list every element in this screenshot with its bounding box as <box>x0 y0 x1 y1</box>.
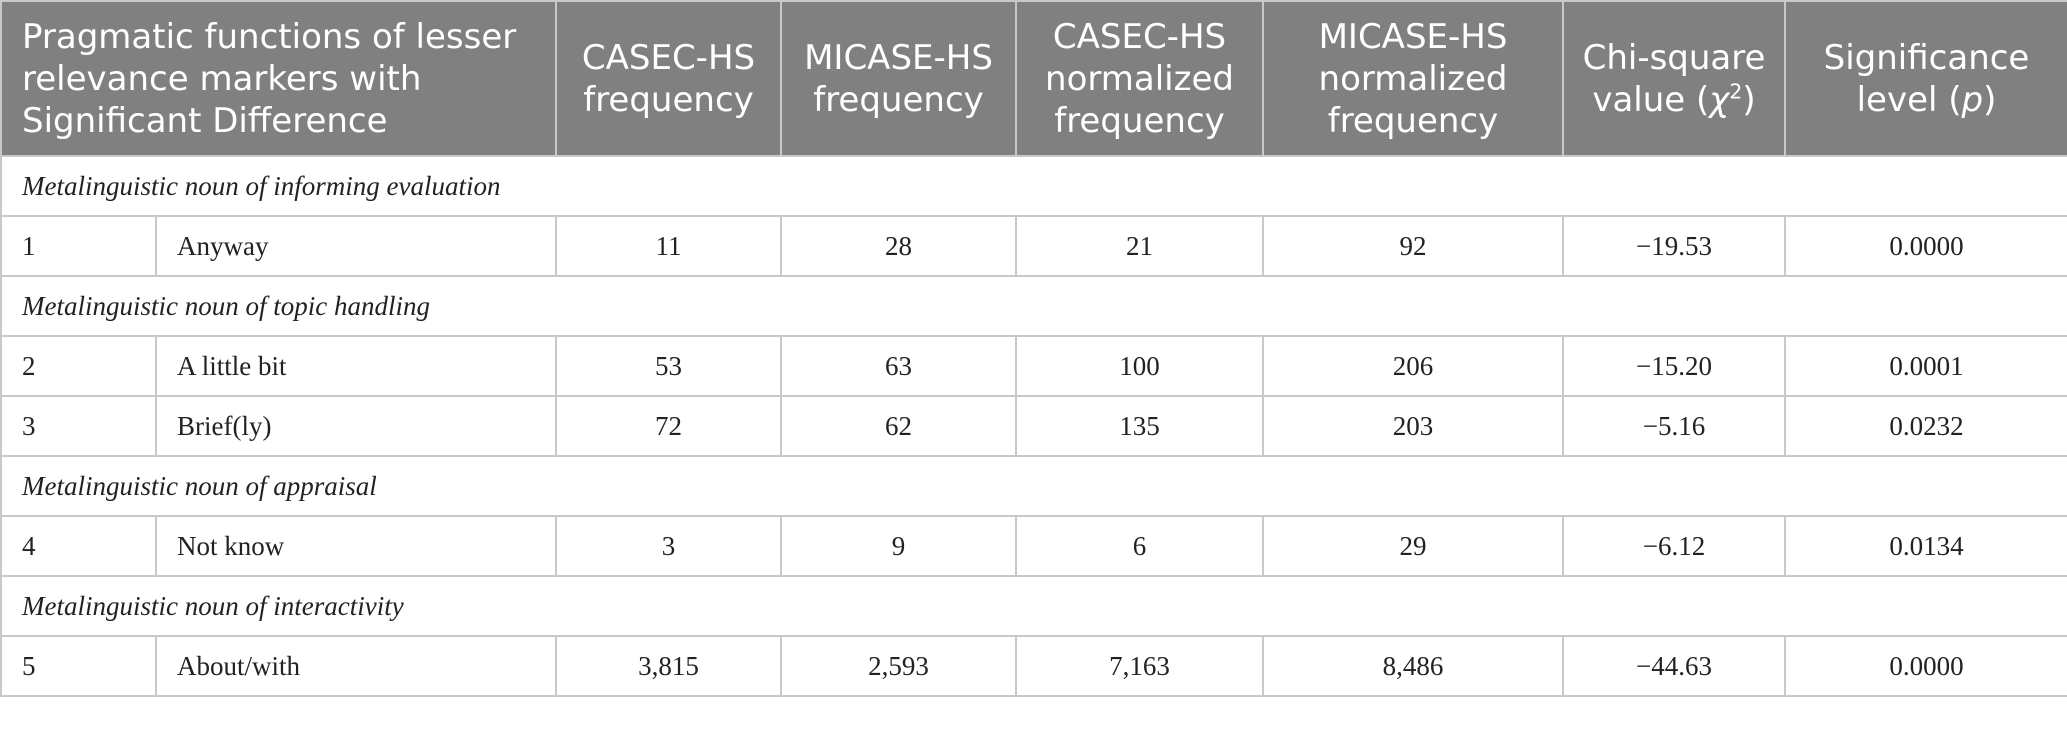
significance-cell: 0.0232 <box>1784 395 2067 457</box>
chi-square-cell: −19.53 <box>1562 215 1786 277</box>
marker-cell: A little bit <box>155 335 557 397</box>
micase-normalized-cell: 29 <box>1262 515 1564 577</box>
chi-symbol: χ <box>1709 79 1730 120</box>
marker-cell: Anyway <box>155 215 557 277</box>
section-title: Metalinguistic noun of appraisal <box>0 455 2067 517</box>
data-table: Pragmatic functions of lesser relevance … <box>0 0 2067 697</box>
casec-frequency-cell: 53 <box>555 335 782 397</box>
sig-label: Significance level ( <box>1823 37 2030 120</box>
casec-frequency-cell: 11 <box>555 215 782 277</box>
marker-cell: About/with <box>155 635 557 697</box>
marker-cell: Not know <box>155 515 557 577</box>
row-number: 4 <box>0 515 157 577</box>
chi-square-cell: −44.63 <box>1562 635 1786 697</box>
significance-cell: 0.0000 <box>1784 215 2067 277</box>
significance-cell: 0.0134 <box>1784 515 2067 577</box>
micase-frequency-cell: 9 <box>780 515 1017 577</box>
section-row: Metalinguistic noun of informing evaluat… <box>0 155 2067 217</box>
header-casec-normalized: CASEC-HS normalized frequency <box>1015 0 1264 157</box>
header-micase-frequency: MICASE-HS frequency <box>780 0 1017 157</box>
chi-square-cell: −6.12 <box>1562 515 1786 577</box>
section-title: Metalinguistic noun of interactivity <box>0 575 2067 637</box>
header-pragmatic-functions: Pragmatic functions of lesser relevance … <box>0 0 557 157</box>
header-significance: Significance level (p) <box>1784 0 2067 157</box>
sig-close: ) <box>1983 79 1997 120</box>
casec-normalized-cell: 100 <box>1015 335 1264 397</box>
row-number: 2 <box>0 335 157 397</box>
casec-normalized-cell: 21 <box>1015 215 1264 277</box>
table-row: 1 Anyway 11 28 21 92 −19.53 0.0000 <box>0 215 2067 277</box>
chi-superscript: 2 <box>1729 79 1743 104</box>
section-row: Metalinguistic noun of appraisal <box>0 455 2067 517</box>
chi-square-cell: −15.20 <box>1562 335 1786 397</box>
row-number: 5 <box>0 635 157 697</box>
chi-square-cell: −5.16 <box>1562 395 1786 457</box>
micase-frequency-cell: 28 <box>780 215 1017 277</box>
micase-normalized-cell: 206 <box>1262 335 1564 397</box>
sig-symbol: p <box>1961 79 1984 120</box>
significance-cell: 0.0001 <box>1784 335 2067 397</box>
casec-frequency-cell: 3 <box>555 515 782 577</box>
section-row: Metalinguistic noun of topic handling <box>0 275 2067 337</box>
row-number: 1 <box>0 215 157 277</box>
chi-label: Chi-square value ( <box>1582 37 1766 120</box>
micase-normalized-cell: 203 <box>1262 395 1564 457</box>
table-row: 4 Not know 3 9 6 29 −6.12 0.0134 <box>0 515 2067 577</box>
micase-frequency-cell: 2,593 <box>780 635 1017 697</box>
table-row: 2 A little bit 53 63 100 206 −15.20 0.00… <box>0 335 2067 397</box>
section-title: Metalinguistic noun of topic handling <box>0 275 2067 337</box>
marker-cell: Brief(ly) <box>155 395 557 457</box>
micase-frequency-cell: 62 <box>780 395 1017 457</box>
header-row: Pragmatic functions of lesser relevance … <box>0 0 2067 157</box>
row-number: 3 <box>0 395 157 457</box>
significance-cell: 0.0000 <box>1784 635 2067 697</box>
micase-normalized-cell: 8,486 <box>1262 635 1564 697</box>
section-row: Metalinguistic noun of interactivity <box>0 575 2067 637</box>
casec-frequency-cell: 72 <box>555 395 782 457</box>
casec-normalized-cell: 7,163 <box>1015 635 1264 697</box>
header-micase-normalized: MICASE-HS normalized frequency <box>1262 0 1564 157</box>
micase-normalized-cell: 92 <box>1262 215 1564 277</box>
header-chi-square: Chi-square value (χ2) <box>1562 0 1786 157</box>
header-casec-frequency: CASEC-HS frequency <box>555 0 782 157</box>
chi-close: ) <box>1742 79 1756 120</box>
casec-frequency-cell: 3,815 <box>555 635 782 697</box>
micase-frequency-cell: 63 <box>780 335 1017 397</box>
table-row: 3 Brief(ly) 72 62 135 203 −5.16 0.0232 <box>0 395 2067 457</box>
casec-normalized-cell: 6 <box>1015 515 1264 577</box>
table-row: 5 About/with 3,815 2,593 7,163 8,486 −44… <box>0 635 2067 697</box>
section-title: Metalinguistic noun of informing evaluat… <box>0 155 2067 217</box>
casec-normalized-cell: 135 <box>1015 395 1264 457</box>
